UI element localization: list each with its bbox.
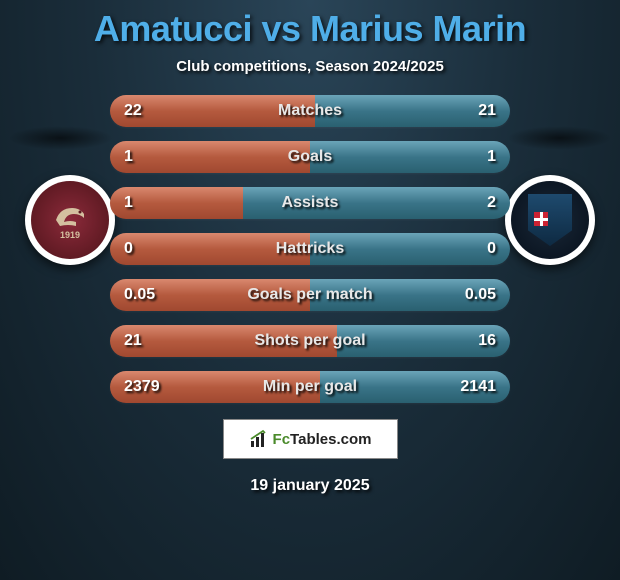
shield-icon: [528, 194, 572, 246]
chart-icon: [249, 429, 269, 449]
team-left-crest: 1919: [25, 175, 115, 265]
crest-year: 1919: [60, 230, 80, 240]
team-right-crest: [505, 175, 595, 265]
stat-label: Assists: [110, 187, 510, 219]
logo-text: FcTables.com: [273, 431, 372, 448]
page-subtitle: Club competitions, Season 2024/2025: [0, 58, 620, 75]
stat-row: 0.050.05Goals per match: [110, 279, 510, 311]
page-title: Amatucci vs Marius Marin: [0, 0, 620, 50]
stat-label: Hattricks: [110, 233, 510, 265]
comparison-date: 19 january 2025: [0, 477, 620, 495]
stat-row: 12Assists: [110, 187, 510, 219]
stat-label: Goals per match: [110, 279, 510, 311]
stat-row: 11Goals: [110, 141, 510, 173]
pisa-crest-icon: [511, 181, 589, 259]
shadow-wedge-left: [8, 126, 113, 150]
stat-row: 00Hattricks: [110, 233, 510, 265]
seahorse-icon: [50, 200, 90, 230]
stat-row: 2116Shots per goal: [110, 325, 510, 357]
stat-label: Goals: [110, 141, 510, 173]
salernitana-crest-icon: 1919: [31, 181, 109, 259]
stats-bars: 2221Matches 11Goals 12Assists 00Hattricks 0.…: [110, 95, 510, 403]
stat-label: Min per goal: [110, 371, 510, 403]
stat-row: 23792141Min per goal: [110, 371, 510, 403]
stat-label: Matches: [110, 95, 510, 127]
fctables-logo: FcTables.com: [223, 419, 398, 459]
stat-label: Shots per goal: [110, 325, 510, 357]
logo-prefix: Fc: [273, 431, 291, 448]
logo-suffix: Tables.com: [290, 431, 371, 448]
shadow-wedge-right: [507, 126, 612, 150]
stat-row: 2221Matches: [110, 95, 510, 127]
cross-icon: [534, 212, 548, 226]
